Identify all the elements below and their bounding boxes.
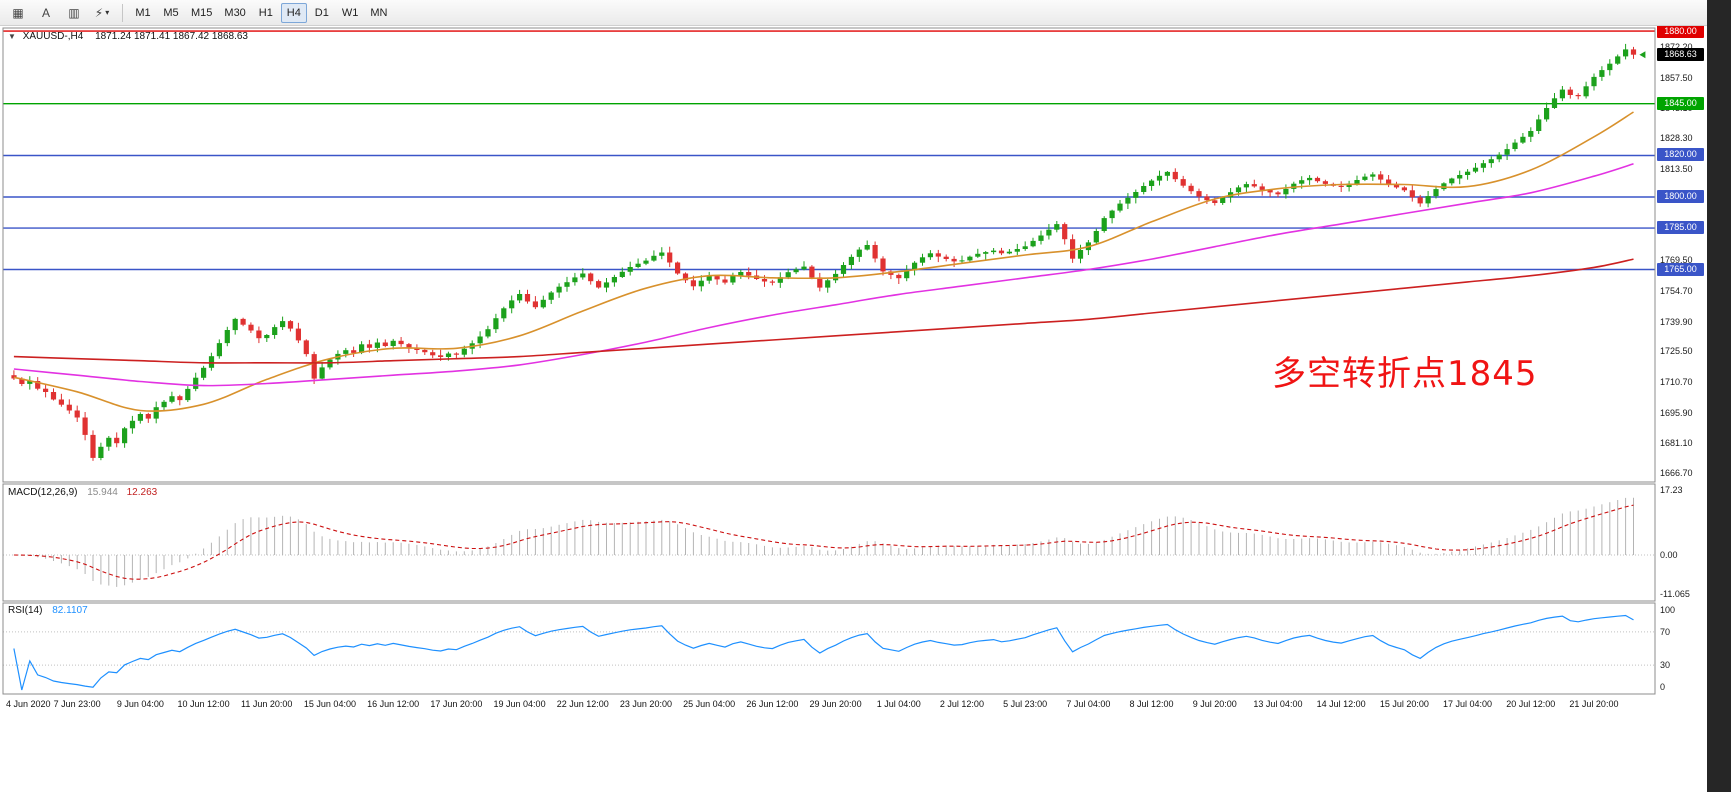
macd-indicator-label: MACD(12,26,9) 15.944 12.263 [8, 487, 157, 498]
time-label: 8 Jul 12:00 [1129, 699, 1174, 709]
template-icon[interactable]: ▥ [61, 3, 87, 23]
time-label: 25 Jun 04:00 [683, 699, 736, 709]
time-label: 14 Jul 12:00 [1316, 699, 1366, 709]
time-label: 26 Jun 12:00 [746, 699, 799, 709]
chart-menu-icon[interactable]: ▼ [8, 32, 16, 41]
quick-trade-dropdown[interactable]: ⚡ ▾ [89, 3, 115, 23]
ma-mid [13, 163, 1634, 387]
timeframe-button-m5[interactable]: M5 [158, 3, 184, 23]
timeframe-button-h4[interactable]: H4 [280, 2, 307, 23]
time-label: 17 Jun 20:00 [430, 699, 483, 709]
time-label: 20 Jul 12:00 [1506, 699, 1556, 709]
lightning-icon: ⚡ [94, 5, 104, 20]
ohlc-readout: ▼ XAUUSD-,H4 1871.24 1871.41 1867.42 186… [8, 31, 248, 42]
ohlc-values: 1871.24 1871.41 1867.42 1868.63 [95, 31, 248, 42]
ma-slow [13, 258, 1634, 364]
macd-name: MACD(12,26,9) [8, 487, 78, 498]
timeframe-button-m1[interactable]: M1 [130, 3, 156, 23]
timeframe-button-mn[interactable]: MN [365, 3, 392, 23]
time-label: 10 Jun 12:00 [177, 699, 230, 709]
time-label: 13 Jul 04:00 [1253, 699, 1303, 709]
macd-signal-line [13, 504, 1634, 580]
candles [11, 43, 1637, 461]
moving-averages [13, 111, 1634, 412]
symbol-period-label: XAUUSD-,H4 [22, 31, 84, 42]
toolbar: ▦ A ▥ ⚡ ▾ M1 M5 M15 M30 H1 H4 D1 W1 MN [0, 0, 1731, 26]
time-label: 11 Jun 20:00 [241, 699, 293, 709]
macd-signal-value: 12.263 [126, 487, 158, 498]
toolbar-separator [122, 3, 123, 22]
rsi-line [13, 614, 1634, 691]
time-label: 7 Jul 04:00 [1066, 699, 1111, 709]
chevron-down-icon: ▾ [105, 8, 110, 17]
macd-main-value: 15.944 [87, 487, 118, 498]
time-label: 16 Jun 12:00 [367, 699, 420, 709]
timeframe-button-w1[interactable]: W1 [337, 3, 364, 23]
chart-grid-icon[interactable]: ▦ [5, 3, 31, 23]
timeframe-button-m15[interactable]: M15 [186, 3, 217, 23]
time-label: 17 Jul 04:00 [1443, 699, 1493, 709]
time-label: 23 Jun 20:00 [619, 699, 672, 709]
window-edge [1707, 0, 1731, 792]
panel-frames [2, 27, 1656, 695]
rsi-indicator-label: RSI(14) 82.1107 [8, 605, 88, 616]
rsi-plot [3, 614, 1655, 691]
last-price-marker [1639, 51, 1646, 59]
chart-background[interactable] [0, 26, 1707, 792]
timeframe-button-h1[interactable]: H1 [253, 3, 279, 23]
level-lines [3, 30, 1655, 271]
time-label: 7 Jun 23:00 [53, 699, 101, 709]
time-label: 5 Jul 23:00 [1003, 699, 1048, 709]
time-label: 21 Jul 20:00 [1569, 699, 1619, 709]
time-label: 9 Jun 04:00 [116, 699, 164, 709]
macd-plot [3, 497, 1655, 587]
time-label: 15 Jul 20:00 [1379, 699, 1429, 709]
time-label: 9 Jul 20:00 [1192, 699, 1237, 709]
time-label: 4 Jun 2020 [6, 699, 51, 709]
time-label: 19 Jun 04:00 [493, 699, 546, 709]
ma-fast [13, 111, 1634, 412]
time-label: 22 Jun 12:00 [556, 699, 609, 709]
time-axis[interactable]: 4 Jun 2020 7 Jun 23:00 9 Jun 04:00 10 Jun 1… [0, 699, 1707, 715]
timeframe-group: M1 M5 M15 M30 H1 H4 D1 W1 MN [129, 2, 393, 23]
rsi-value: 82.1107 [52, 605, 88, 616]
text-tool-button[interactable]: A [33, 3, 59, 23]
time-label: 2 Jul 12:00 [939, 699, 984, 709]
rsi-name: RSI(14) [8, 605, 43, 616]
time-label: 15 Jun 04:00 [303, 699, 356, 709]
time-label: 29 Jun 20:00 [809, 699, 862, 709]
timeframe-button-d1[interactable]: D1 [309, 3, 335, 23]
chart-annotation: 多空转折点1845 [1272, 354, 1538, 394]
timeframe-button-m30[interactable]: M30 [219, 3, 250, 23]
time-label: 1 Jul 04:00 [876, 699, 921, 709]
